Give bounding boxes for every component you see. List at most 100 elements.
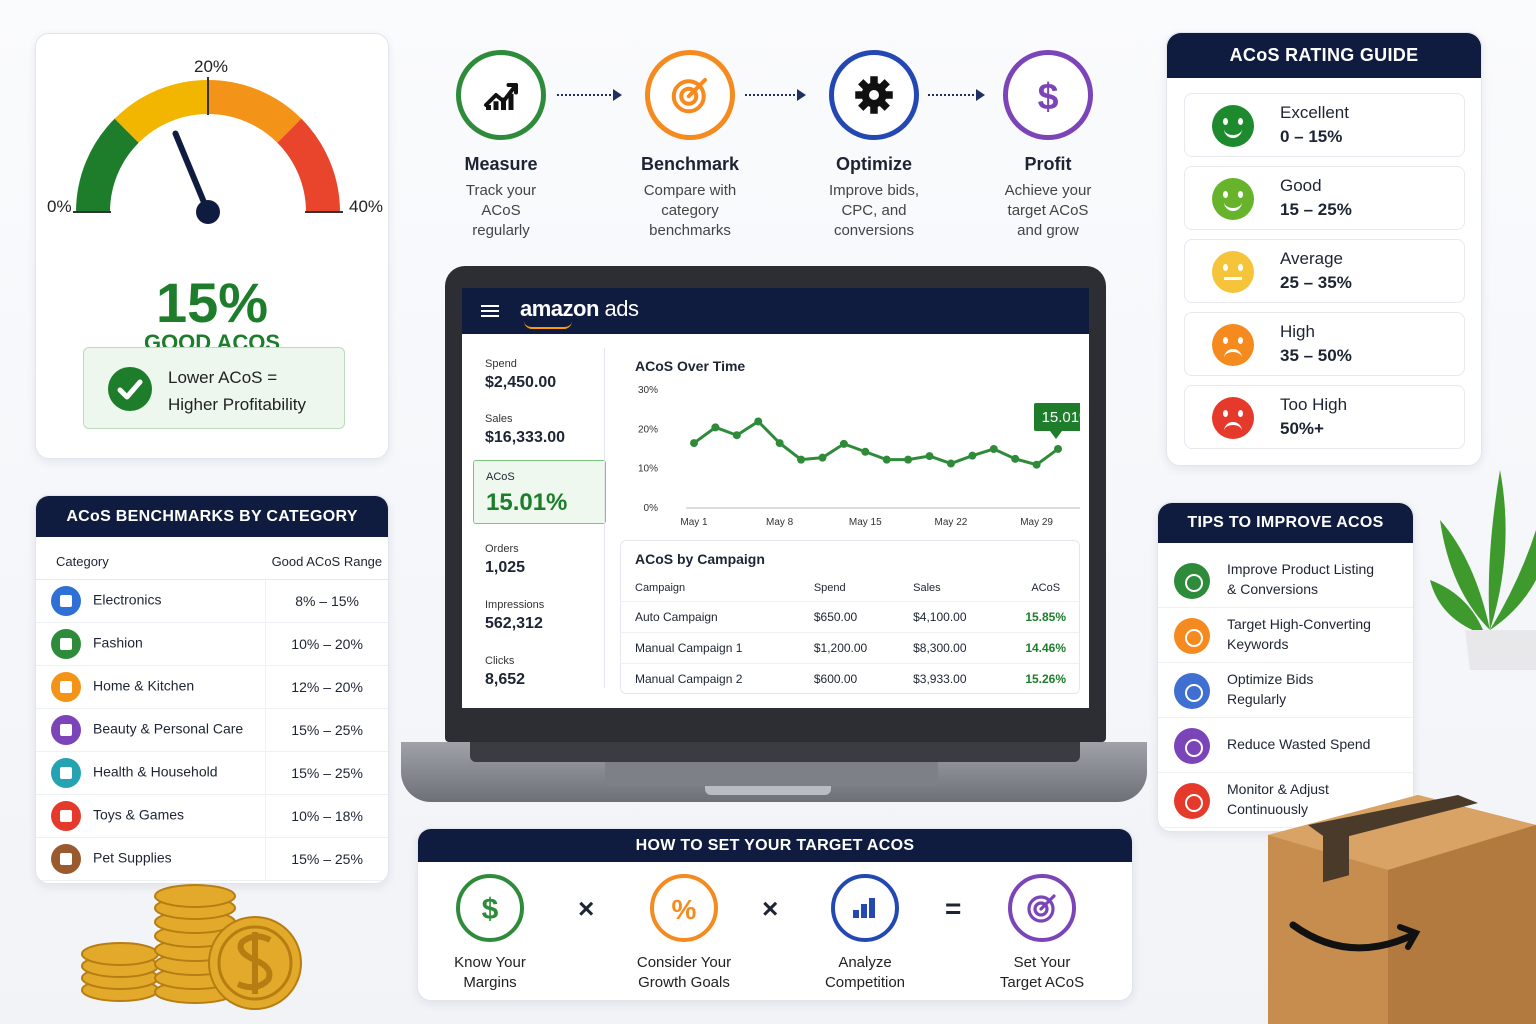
y-tick-label: 30% xyxy=(638,385,658,396)
rating-range: 50%+ xyxy=(1280,419,1324,438)
happy-face-icon xyxy=(1212,105,1254,147)
step-desc: Achieve your target ACoS and grow xyxy=(1004,182,1092,239)
tip-item: Monitor & Adjust Continuously xyxy=(1158,773,1413,828)
target-step: % Consider Your Growth Goals xyxy=(604,874,764,993)
bottle-icon xyxy=(51,714,81,745)
tip-item: Target High-Converting Keywords xyxy=(1158,608,1413,663)
step-benchmark: Benchmark Compare with category benchmarks xyxy=(600,50,780,241)
metric-impressions: Impressions 562,312 xyxy=(485,599,545,632)
phone-icon xyxy=(51,585,81,616)
data-point xyxy=(775,439,784,448)
x-tick-label: May 29 xyxy=(1020,517,1053,528)
gold-coins-image xyxy=(81,884,302,1010)
times-icon: × xyxy=(762,893,779,924)
target-step-label: Know Your Margins xyxy=(454,954,526,991)
happy-face-icon xyxy=(1212,178,1254,220)
tip-text: Reduce Wasted Spend xyxy=(1227,736,1371,752)
step-desc: Improve bids, CPC, and conversions xyxy=(828,182,920,239)
campaign-row[interactable]: Manual Campaign 1 $1,200.00 $8,300.00 14.46… xyxy=(621,631,1079,663)
arrow-icon xyxy=(745,89,806,101)
search-icon xyxy=(1174,563,1210,599)
cart-icon xyxy=(51,800,81,831)
campaign-sales: $4,100.00 xyxy=(899,600,999,632)
metric-spend: Spend $2,450.00 xyxy=(485,358,557,391)
laptop-notch xyxy=(705,786,831,795)
tag-icon xyxy=(1174,673,1210,709)
category-name: Electronics xyxy=(93,591,162,608)
campaign-spend: $600.00 xyxy=(799,662,900,694)
laptop: amazon ads Spend $2,450.00 Sales $16,333.0… xyxy=(445,266,1106,742)
callout-value: 15.01% xyxy=(1042,409,1080,426)
campaign-row[interactable]: Auto Campaign $650.00 $4,100.00 15.85% xyxy=(621,600,1079,632)
gauge-max-label: 40% xyxy=(349,197,384,216)
target-step-label: Consider Your Growth Goals xyxy=(636,954,732,991)
acos-gauge xyxy=(73,77,343,224)
data-point xyxy=(946,459,955,468)
category-range: 12% – 20% xyxy=(265,665,388,709)
step-title: Measure xyxy=(464,154,538,174)
data-point xyxy=(797,455,806,464)
note-line2: Higher Profitability xyxy=(168,395,306,414)
equals-icon: = xyxy=(945,893,962,924)
gauge-segment xyxy=(207,80,302,144)
amazon-ads-logo: amazon ads xyxy=(520,296,639,321)
rating-average: Average 25 – 35% xyxy=(1184,239,1465,303)
benchmarks-title: ACoS BENCHMARKS BY CATEGORY xyxy=(36,496,388,537)
campaign-row[interactable]: Manual Campaign 2 $600.00 $3,933.00 15.26% xyxy=(621,662,1079,694)
data-point xyxy=(861,447,870,456)
rating-name: Excellent xyxy=(1280,103,1349,122)
arrow-icon xyxy=(557,89,622,101)
category-name: Pet Supplies xyxy=(93,849,172,866)
campaign-acos: 15.85% xyxy=(998,600,1079,632)
dashboard-screen: amazon ads Spend $2,450.00 Sales $16,333.0… xyxy=(462,288,1089,708)
benchmarks-card: ACoS BENCHMARKS BY CATEGORY Category Goo… xyxy=(35,495,389,884)
benchmark-row: Beauty & Personal Care 15% – 25% xyxy=(36,708,388,752)
menu-icon[interactable] xyxy=(481,305,499,317)
data-point xyxy=(1032,460,1041,469)
category-name: Health & Household xyxy=(93,763,218,780)
target-step-label: Set Your Target ACoS xyxy=(999,954,1085,991)
dollar-icon: $ xyxy=(456,874,524,942)
category-name: Fashion xyxy=(93,634,143,651)
step-optimize: Optimize Improve bids, CPC, and conversions xyxy=(784,50,964,241)
campaign-col-header: Campaign xyxy=(635,581,686,594)
benchmark-row: Fashion 10% – 20% xyxy=(36,622,388,666)
benchmark-row: Home & Kitchen 12% – 20% xyxy=(36,665,388,709)
campaign-col-header: Spend xyxy=(813,581,846,594)
laptop-trackpad xyxy=(605,762,938,786)
plant-image xyxy=(1430,470,1536,670)
campaign-name: Manual Campaign 2 xyxy=(621,662,800,694)
tip-item: Optimize Bids Regularly xyxy=(1158,663,1413,718)
rating-excellent: Excellent 0 – 15% xyxy=(1184,93,1465,157)
gauge-min-label: 0% xyxy=(47,197,72,216)
data-point xyxy=(732,431,741,440)
gauge-hub xyxy=(196,200,220,224)
campaign-name: Auto Campaign xyxy=(621,600,800,632)
bar-chart-icon xyxy=(831,874,899,942)
col-category: Category xyxy=(36,545,266,580)
gauge-segment xyxy=(276,118,340,213)
svg-text:%: % xyxy=(672,894,697,925)
category-name: Home & Kitchen xyxy=(93,677,195,694)
benchmark-row: Electronics 8% – 15% xyxy=(36,579,388,623)
amazon-box-image xyxy=(1268,795,1536,1024)
shirt-icon xyxy=(51,628,81,659)
data-point xyxy=(1054,444,1062,453)
data-point xyxy=(925,452,934,461)
category-range: 15% – 25% xyxy=(265,708,388,752)
rating-too-high: Too High 50%+ xyxy=(1184,385,1465,449)
note-line1: Lower ACoS = xyxy=(168,368,278,387)
gear-icon xyxy=(1174,783,1210,819)
target-title: HOW TO SET YOUR TARGET ACOS xyxy=(418,829,1132,862)
percent-icon: % xyxy=(650,874,718,942)
rating-name: Too High xyxy=(1280,395,1348,414)
rating-name: High xyxy=(1280,322,1315,341)
gauge-card: 20% 0% 40% 15% GOOD ACOS Lower ACoS = Hi… xyxy=(35,33,389,459)
data-point xyxy=(839,439,848,448)
benchmark-row: Pet Supplies 15% – 25% xyxy=(36,837,388,881)
campaign-table-card: ACoS by Campaign Campaign Spend Sales ACoS … xyxy=(620,540,1080,694)
campaign-name: Manual Campaign 1 xyxy=(621,631,800,663)
tip-item: Reduce Wasted Spend xyxy=(1158,718,1413,773)
category-name: Toys & Games xyxy=(93,806,185,823)
x-tick-label: May 8 xyxy=(766,517,794,528)
